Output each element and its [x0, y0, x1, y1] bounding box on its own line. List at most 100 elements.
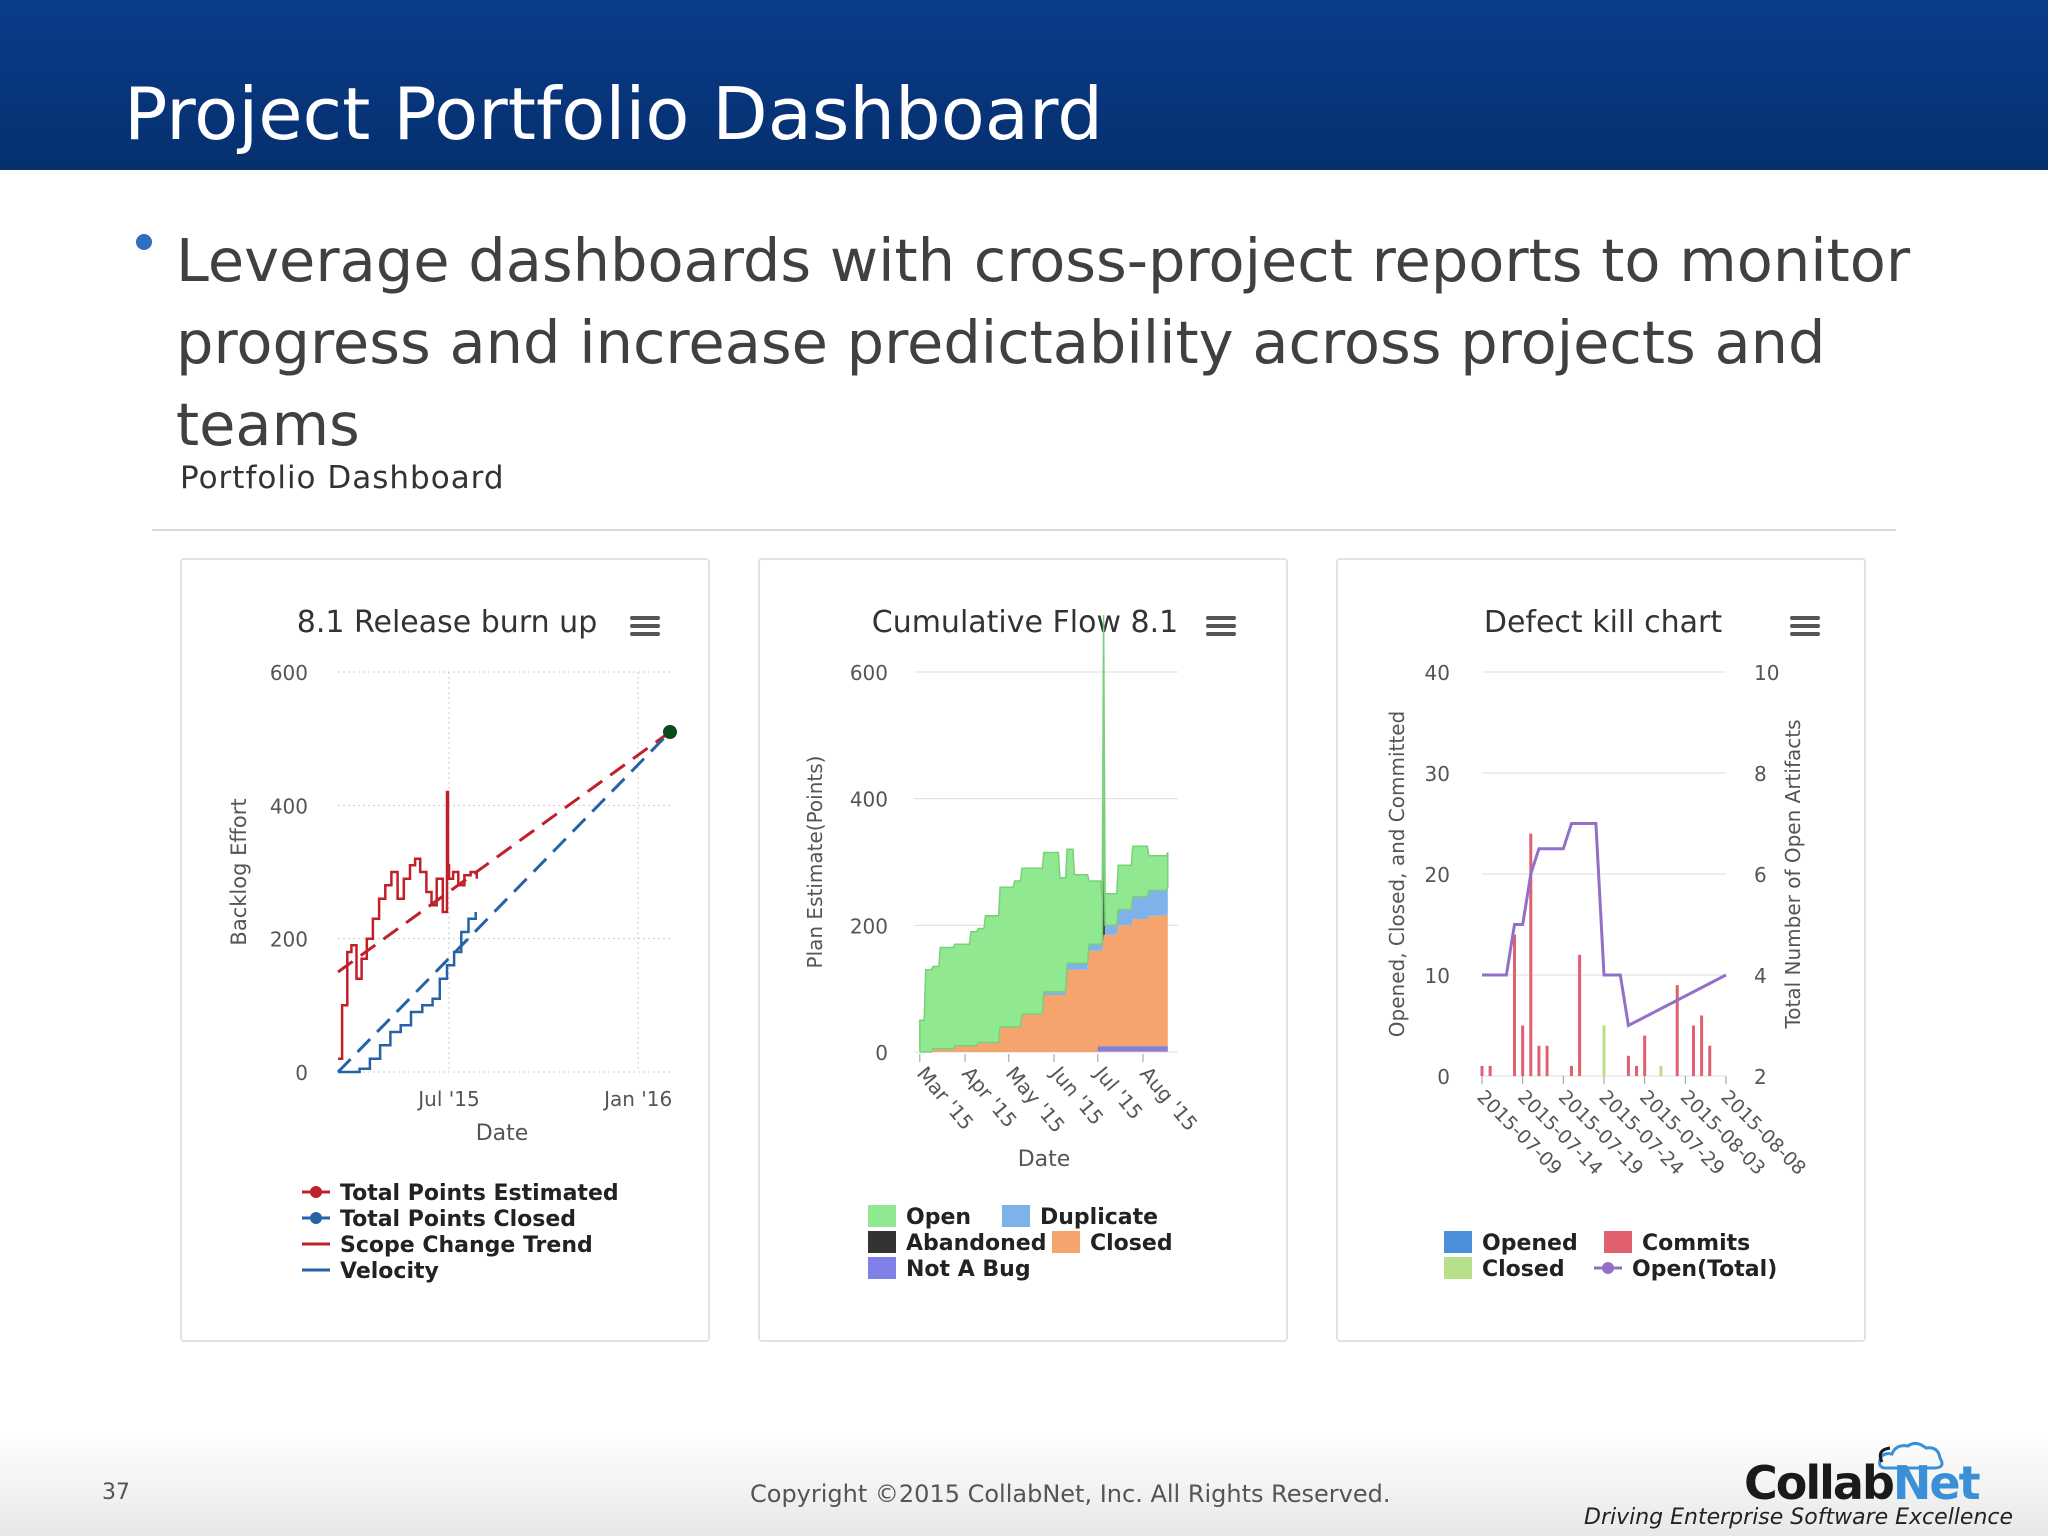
legend-label-defect-3: Open(Total)	[1632, 1257, 1777, 1282]
legend-label-cfd-4: Not A Bug	[906, 1257, 1031, 1282]
legend-swatch-cfd-0	[868, 1205, 896, 1227]
legend-label-defect-0: Opened	[1482, 1231, 1578, 1256]
cumulative-flow-chart: Cumulative Flow 8.1 0 200 400 600 Plan Estima…	[803, 605, 1240, 1282]
slide-title: Project Portfolio Dashboard	[124, 72, 1103, 156]
bar-commits	[1626, 1055, 1630, 1076]
legend-label-defect-1: Commits	[1642, 1231, 1750, 1256]
bar-commits	[1521, 1025, 1525, 1076]
menu-icon-bar	[1206, 632, 1236, 636]
menu-icon-bar	[1206, 624, 1236, 628]
copyright-text: Copyright ©2015 CollabNet, Inc. All Righ…	[750, 1480, 1391, 1508]
y-tick-label: 40	[1425, 661, 1450, 685]
bar-commits	[1545, 1045, 1549, 1076]
legend-label-cfd-2: Abandoned	[906, 1231, 1046, 1256]
legend-label-defect-2: Closed	[1482, 1257, 1565, 1282]
series-velocity	[336, 730, 672, 1074]
bullet-text: Leverage dashboards with cross-project r…	[176, 226, 1911, 459]
y-tick-label: 30	[1425, 762, 1450, 786]
y-axis-label: Plan Estimate(Points)	[803, 756, 827, 969]
legend-label-cfd-0: Open	[906, 1205, 971, 1230]
bar-commits	[1700, 1015, 1704, 1076]
x-axis-label: Date	[476, 1121, 529, 1146]
footer	[0, 1432, 2048, 1536]
legend-marker-burnup-0	[310, 1186, 322, 1198]
defect-kill-chart: Defect kill chart 0 10 20 30 40 2 4 6 8 10 Opened, …	[1385, 605, 1824, 1282]
legend-swatch-cfd-3	[1052, 1231, 1080, 1253]
legend-marker-burnup-1	[310, 1212, 322, 1224]
y2-axis-label: Total Number of Open Artifacts	[1781, 719, 1805, 1029]
legend-label-burnup-3: Velocity	[340, 1259, 439, 1284]
y-tick-label: 10	[1425, 964, 1450, 988]
logo-text-main: Collab	[1744, 1456, 1895, 1510]
menu-icon-bar	[630, 624, 660, 628]
y-tick-label: 600	[270, 661, 308, 685]
bullet-dot	[136, 234, 152, 250]
bar-closed	[1659, 1065, 1663, 1076]
menu-icon-bar	[630, 632, 660, 636]
y-tick-label: 600	[850, 661, 888, 685]
bar-closed	[1602, 1025, 1606, 1076]
menu-icon-bar	[630, 616, 660, 620]
series-total-points-closed	[338, 912, 477, 1074]
chart-title: Defect kill chart	[1484, 605, 1723, 640]
logo-tagline: Driving Enterprise Software Excellence	[1584, 1505, 2014, 1530]
defect-kill-panel: Defect kill chart 0 10 20 30 40 2 4 6 8 10 Opened, …	[1336, 558, 1866, 1342]
x-axis-label: Date	[1018, 1147, 1071, 1172]
y-tick-label: 0	[875, 1041, 888, 1065]
page-number: 37	[102, 1480, 130, 1505]
series-total-points-estimated	[338, 790, 479, 1060]
chart-title: 8.1 Release burn up	[297, 605, 597, 640]
y-tick-label: 200	[270, 928, 308, 952]
series-open-total	[1482, 822, 1727, 1028]
collabnet-logo: CollabNet	[1744, 1456, 1981, 1510]
dashboard-divider	[152, 529, 1896, 531]
y-tick-label: 400	[270, 794, 308, 818]
bar-commits	[1537, 1045, 1541, 1076]
legend-swatch-cfd-2	[868, 1231, 896, 1253]
bar-commits	[1691, 1025, 1695, 1076]
legend-swatch-defect-0	[1444, 1231, 1472, 1253]
bar-commits	[1529, 833, 1533, 1076]
target-point-marker	[663, 725, 677, 739]
chart-menu-icon[interactable]	[1202, 610, 1240, 640]
legend-swatch-defect-1	[1604, 1231, 1632, 1253]
bar-commits	[1635, 1065, 1639, 1076]
x-tick-label: Jan '16	[602, 1087, 672, 1111]
menu-icon-bar	[1790, 632, 1820, 636]
dashboard-title: Portfolio Dashboard	[180, 460, 505, 496]
y2-tick-label: 4	[1754, 964, 1767, 988]
legend-label-burnup-0: Total Points Estimated	[340, 1181, 619, 1206]
y-tick-label: 20	[1425, 863, 1450, 887]
y-axis-label: Backlog Effort	[227, 798, 251, 945]
y2-tick-label: 2	[1754, 1065, 1767, 1089]
burnup-chart-panel: 8.1 Release burn up 0 200 400 600 Jul '15 Jan …	[180, 558, 710, 1342]
logo-text-accent: Net	[1892, 1456, 1981, 1510]
bar-commits	[1578, 954, 1582, 1076]
y-tick-label: 0	[1437, 1065, 1450, 1089]
bar-commits	[1480, 1065, 1484, 1076]
legend-marker-defect-3	[1602, 1262, 1614, 1274]
cumulative-flow-panel: Cumulative Flow 8.1 0 200 400 600 Plan Estima…	[758, 558, 1288, 1342]
legend-swatch-defect-2	[1444, 1257, 1472, 1279]
bar-commits	[1513, 934, 1517, 1076]
legend-label-burnup-1: Total Points Closed	[340, 1207, 576, 1232]
menu-icon-bar	[1206, 616, 1236, 620]
menu-icon-bar	[1790, 616, 1820, 620]
y2-tick-label: 6	[1754, 863, 1767, 887]
legend-label-cfd-3: Closed	[1090, 1231, 1173, 1256]
chart-title: Cumulative Flow 8.1	[872, 605, 1179, 640]
cloud-icon	[1878, 1441, 1944, 1470]
x-tick-label: Jul '15	[416, 1087, 479, 1111]
bar-commits	[1643, 1035, 1647, 1076]
bar-commits	[1708, 1045, 1712, 1076]
chart-menu-icon[interactable]	[626, 610, 664, 640]
chart-menu-icon[interactable]	[1786, 610, 1824, 640]
y-tick-label: 400	[850, 788, 888, 812]
x-tick-label: Aug '15	[1135, 1062, 1202, 1136]
legend-swatch-cfd-4	[868, 1257, 896, 1279]
y2-tick-label: 10	[1754, 661, 1779, 685]
bar-commits	[1675, 985, 1679, 1076]
y2-tick-label: 8	[1754, 762, 1767, 786]
bar-commits	[1569, 1065, 1573, 1076]
legend-label-cfd-1: Duplicate	[1040, 1205, 1158, 1230]
